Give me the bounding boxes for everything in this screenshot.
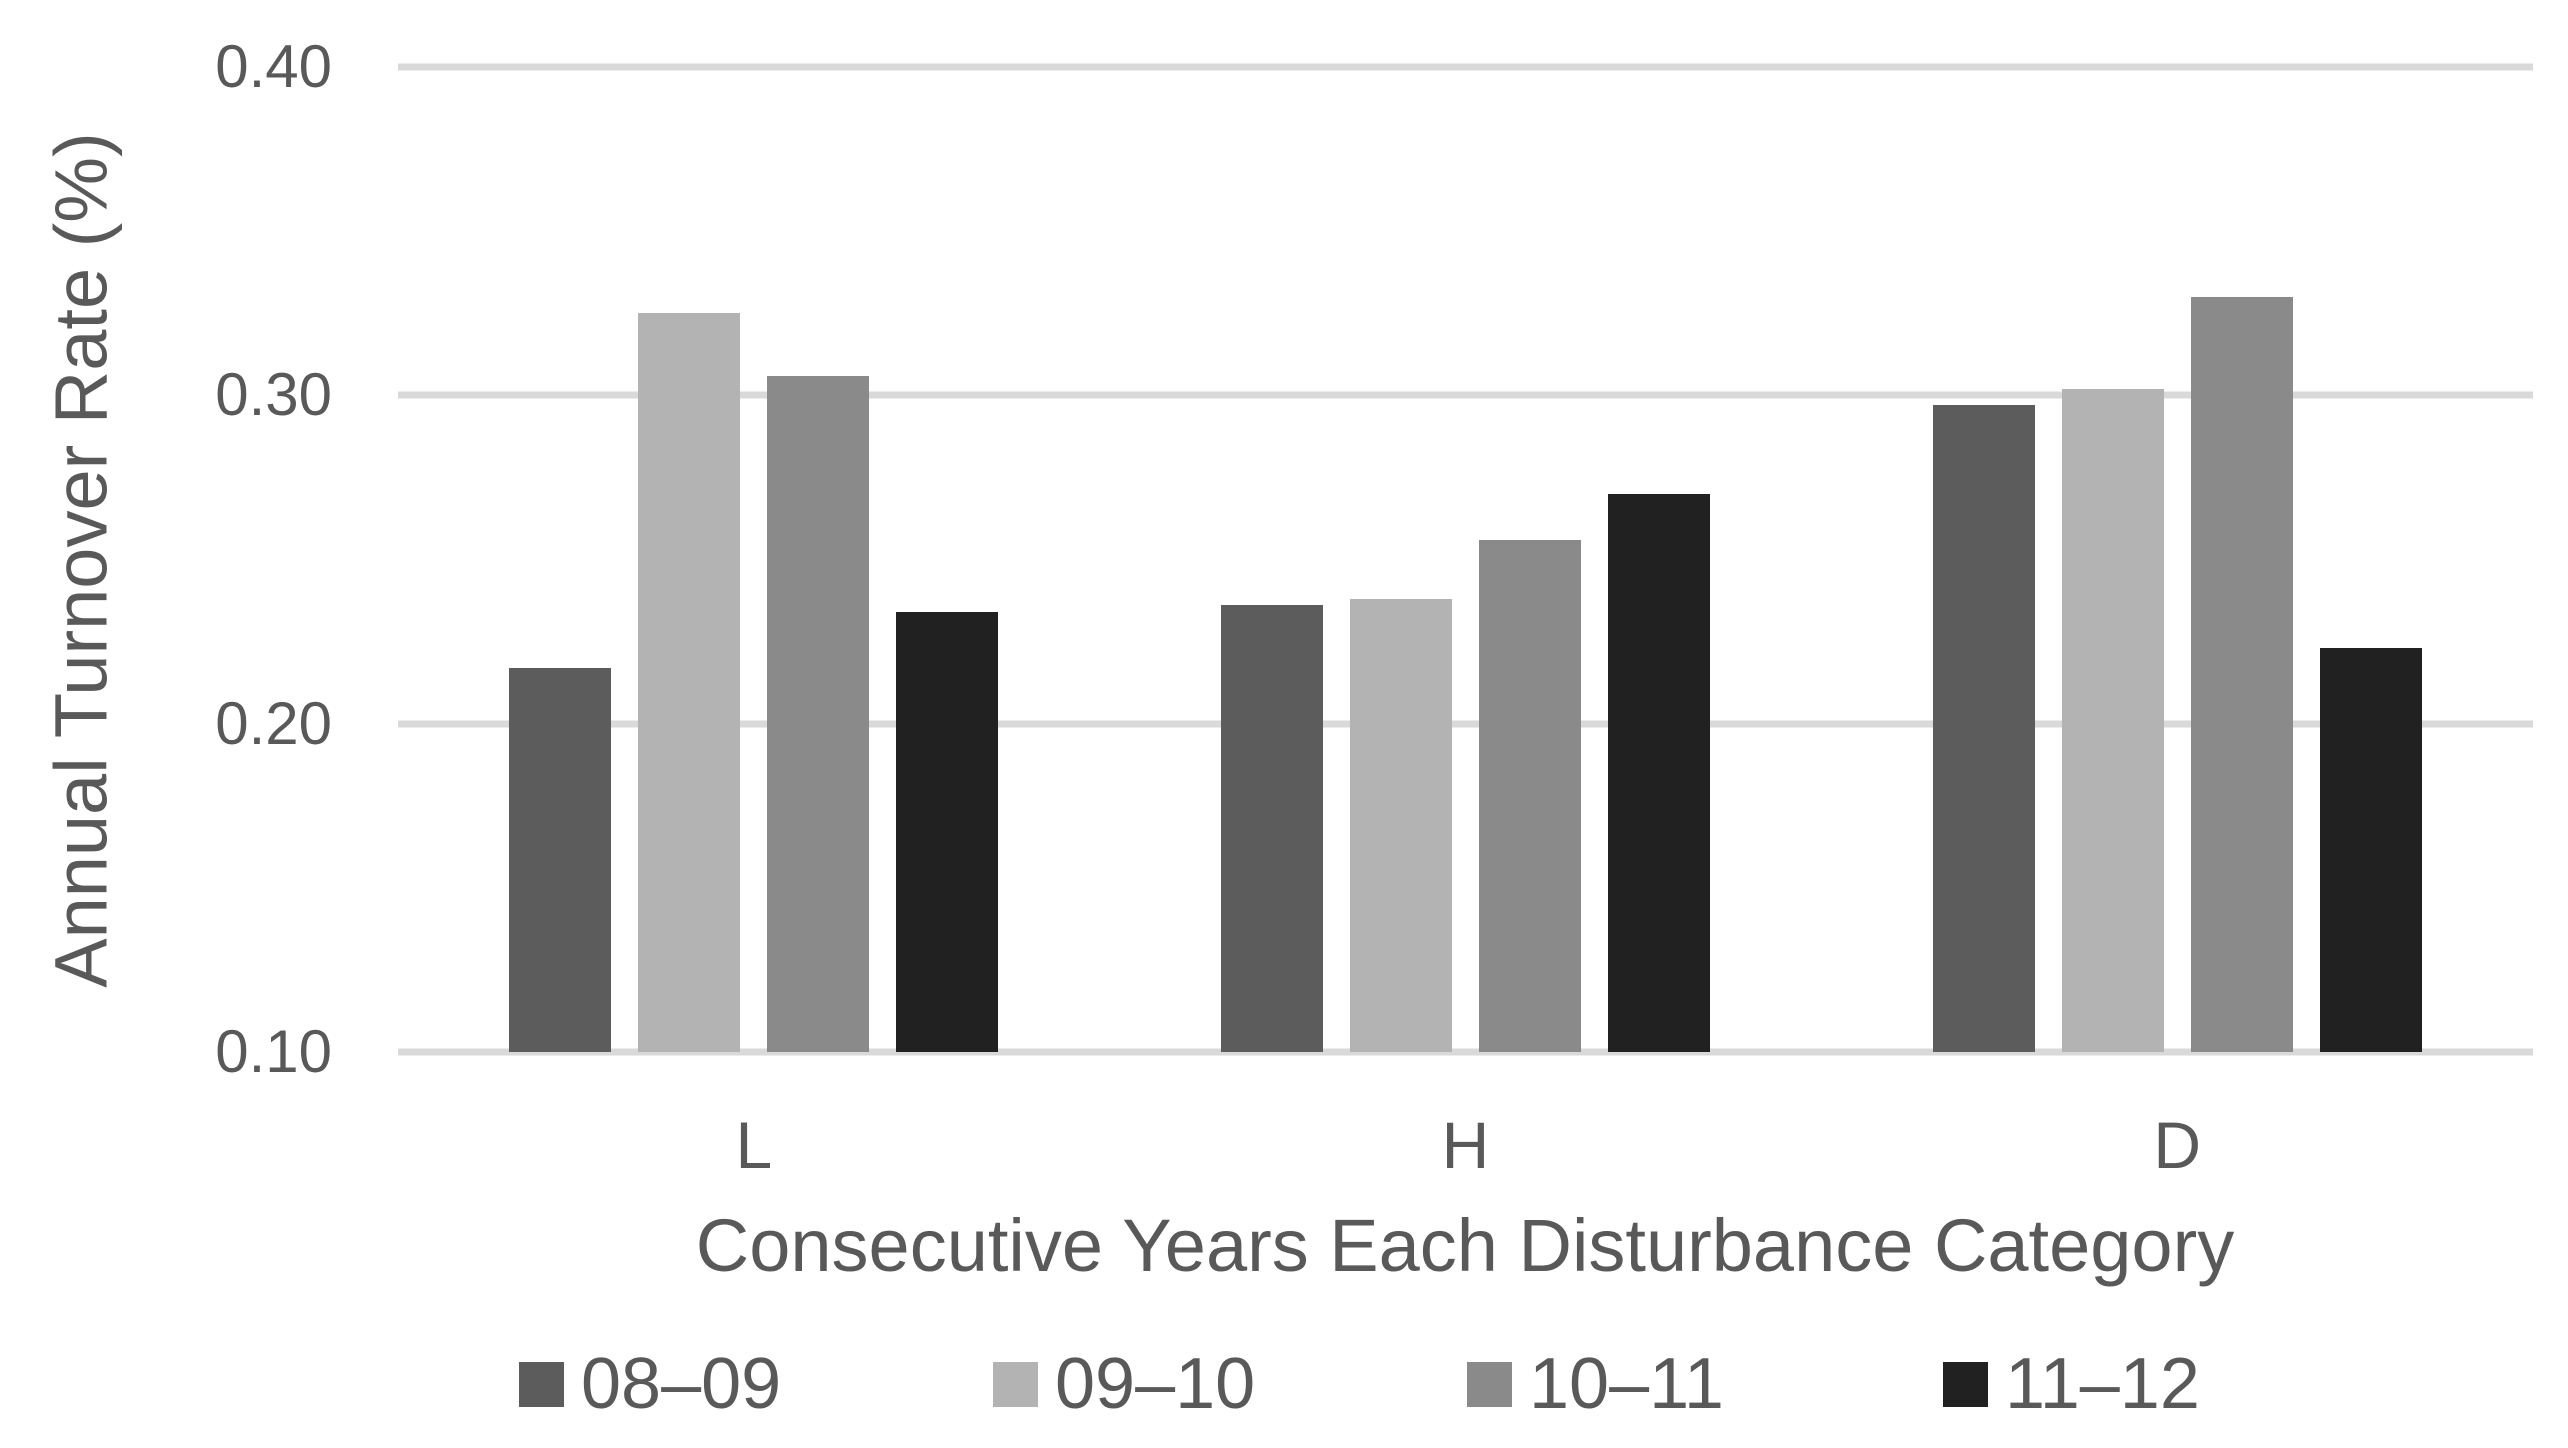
gridline [398, 63, 2533, 71]
x-category-label-D: D [2153, 1108, 2201, 1182]
legend-swatch-icon [1943, 1361, 1988, 1407]
legend-item-11–12: 11–12 [1943, 1348, 2200, 1420]
bar-11–12-H [1608, 493, 1710, 1052]
y-axis-title: Annual Turnover Rate (%) [39, 132, 123, 988]
legend-label: 11–12 [2005, 1344, 2200, 1424]
plot-area [398, 63, 2533, 1056]
x-category-label-H: H [1441, 1108, 1490, 1182]
bar-10–11-D [2190, 296, 2293, 1052]
legend-label: 10–11 [1529, 1344, 1724, 1424]
legend-item-08–09: 08–09 [519, 1348, 781, 1420]
bar-10–11-H [1479, 539, 1581, 1052]
bar-09–10-L [638, 313, 741, 1052]
x-axis-title: Consecutive Years Each Disturbance Categ… [695, 1204, 2235, 1287]
legend-swatch-icon [993, 1361, 1038, 1407]
bar-08–09-D [1932, 405, 2035, 1052]
x-category-label-L: L [735, 1108, 773, 1182]
y-tick-label: 0.40 [215, 33, 332, 100]
legend-label: 08–09 [581, 1344, 782, 1424]
gridline [398, 720, 2533, 728]
bar-11–12-L [896, 612, 999, 1052]
bar-09–10-D [2061, 388, 2164, 1052]
bar-10–11-L [767, 375, 870, 1052]
y-tick-label: 0.20 [215, 689, 332, 757]
bar-11–12-D [2319, 648, 2422, 1052]
y-tick-label: 0.30 [215, 361, 332, 429]
gridline [398, 391, 2533, 399]
legend-item-09–10: 09–10 [993, 1348, 1255, 1420]
bar-08–09-H [1221, 605, 1323, 1052]
bar-08–09-L [509, 667, 612, 1052]
bar-09–10-H [1350, 598, 1452, 1052]
legend-item-10–11: 10–11 [1467, 1348, 1724, 1420]
y-tick-label: 0.10 [215, 1018, 332, 1085]
legend-swatch-icon [1467, 1361, 1512, 1407]
legend-swatch-icon [519, 1361, 564, 1407]
legend-label: 09–10 [1055, 1344, 1256, 1424]
gridline [398, 1048, 2533, 1056]
